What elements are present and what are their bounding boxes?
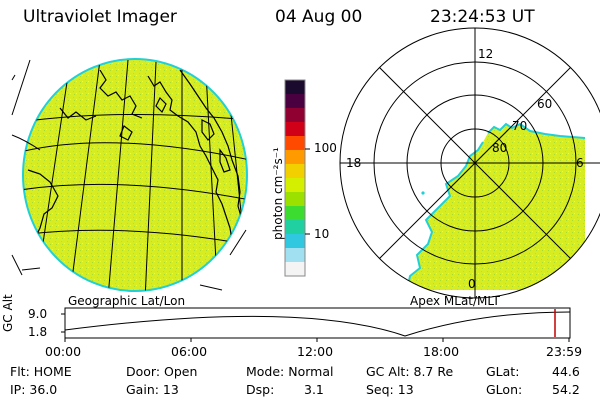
apex-polar-plot	[339, 27, 600, 299]
glon-value: 54.2	[552, 382, 580, 397]
timeline-xtick-2359: 23:59	[546, 344, 583, 359]
glat-label: GLat:	[486, 364, 520, 379]
dsp-label: Dsp:	[246, 382, 275, 397]
ip-status: IP: 36.0	[10, 382, 58, 397]
dsp-value: 3.1	[304, 382, 324, 397]
mlt-label-12: 12	[478, 47, 494, 61]
mode-status: Mode: Normal	[246, 364, 334, 379]
colorbar-segment	[285, 164, 305, 179]
colorbar-segment	[285, 108, 305, 123]
flight-status: Flt: HOME	[10, 364, 72, 379]
door-status: Door: Open	[126, 364, 198, 379]
timeline-axis-title: GC Alt	[1, 294, 15, 332]
gain-status: Gain: 13	[126, 382, 179, 397]
colorbar-segment	[285, 94, 305, 109]
colorbar-segment	[285, 248, 305, 263]
colorbar-tick-10: 10	[314, 227, 330, 241]
header-time: 23:24:53 UT	[430, 7, 535, 27]
colorbar-segment	[285, 234, 305, 249]
mlat-label-70: 70	[512, 119, 528, 133]
colorbar-segment	[285, 136, 305, 151]
app-title: Ultraviolet Imager	[23, 7, 177, 27]
mlat-label-80: 80	[492, 141, 508, 155]
seq-status: Seq: 13	[366, 382, 414, 397]
timeline-xtick-1200: 12:00	[297, 344, 334, 359]
colorbar-segment	[285, 206, 305, 221]
altitude-timeline	[61, 307, 571, 342]
mlt-label-6: 6	[576, 156, 584, 170]
timeline-ytick-9: 9.0	[28, 307, 48, 321]
colorbar-segment	[285, 80, 305, 95]
header-date: 04 Aug 00	[275, 7, 363, 27]
glon-label: GLon:	[486, 382, 523, 397]
geographic-map-label: Geographic Lat/Lon	[68, 294, 186, 308]
colorbar-segment	[285, 178, 305, 193]
timeline-ytick-1.8: 1.8	[28, 325, 48, 339]
colorbar-segment	[285, 220, 305, 235]
mlat-label-60: 60	[537, 97, 553, 111]
colorbar-segment	[285, 122, 305, 137]
glat-value: 44.6	[552, 364, 580, 379]
geographic-map	[11, 58, 248, 292]
color-bar	[284, 79, 310, 277]
gc-alt-status: GC Alt: 8.7 Re	[366, 364, 454, 379]
colorbar-segment	[285, 262, 305, 277]
apex-map-label: Apex MLat/MLT	[410, 294, 500, 308]
mlt-label-18: 18	[346, 156, 362, 170]
timeline-xtick-1800: 18:00	[423, 344, 460, 359]
mlt-label-0: 0	[468, 277, 476, 291]
colorbar-segment	[285, 150, 305, 165]
colorbar-segment	[285, 192, 305, 207]
colorbar-tick-100: 100	[314, 141, 337, 155]
timeline-xtick-0000: 00:00	[45, 344, 82, 359]
timeline-xtick-0600: 06:00	[171, 344, 208, 359]
colorbar-unit-label: photon cm⁻²s⁻¹	[271, 147, 285, 240]
